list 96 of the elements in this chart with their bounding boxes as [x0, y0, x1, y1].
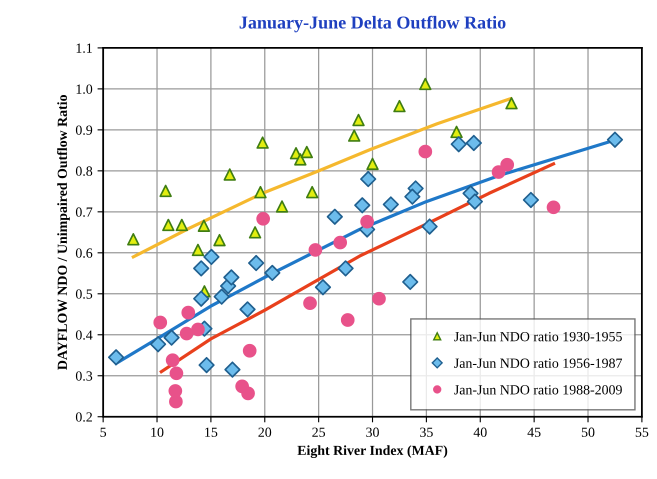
point	[162, 218, 175, 232]
point	[303, 296, 317, 310]
x-tick-label: 20	[258, 428, 272, 437]
point	[256, 212, 270, 226]
point	[348, 129, 360, 142]
point	[450, 126, 463, 138]
point	[308, 243, 322, 257]
point	[213, 234, 226, 246]
y-tick-label: 0.6	[76, 248, 92, 258]
x-tick-label: 30	[366, 428, 379, 437]
point	[170, 366, 184, 380]
point	[450, 136, 467, 152]
point	[169, 394, 183, 408]
point	[256, 136, 269, 149]
point	[198, 220, 210, 232]
point	[466, 134, 482, 152]
point	[242, 344, 257, 358]
point	[223, 269, 240, 286]
x-tick-label: 25	[312, 428, 326, 437]
point	[159, 184, 172, 198]
point	[382, 196, 399, 213]
point	[505, 97, 518, 110]
legend-label: Jan-Jun NDO ratio 1988-2009	[454, 385, 622, 394]
x-tick-label: 35	[420, 428, 433, 437]
point	[393, 100, 406, 112]
y-tick-label: 0.4	[76, 330, 93, 340]
point	[163, 330, 180, 346]
point	[264, 264, 280, 282]
point	[248, 254, 264, 272]
point	[127, 233, 140, 246]
y-tick-label: 0.8	[76, 166, 92, 176]
point	[372, 292, 386, 306]
y-axis-title: DAYFLOW NDO / Unimpaired Outflow Ratio	[57, 95, 70, 370]
point	[203, 248, 220, 266]
point	[360, 170, 376, 188]
x-tick-label: 55	[636, 428, 648, 437]
point	[224, 361, 241, 378]
legend-label: Jan-Jun NDO ratio 1956-1987	[454, 358, 622, 368]
point	[214, 288, 230, 305]
point	[522, 192, 540, 208]
point	[606, 132, 624, 148]
y-tick-label: 1.1	[76, 44, 92, 53]
y-tick-label: 1.0	[76, 84, 92, 94]
point	[354, 197, 370, 214]
point	[404, 188, 421, 205]
point	[150, 336, 166, 352]
point	[153, 316, 168, 330]
x-tick-label: 50	[582, 428, 594, 437]
point	[419, 78, 432, 90]
point	[254, 186, 267, 198]
point	[193, 290, 210, 307]
point	[239, 301, 256, 318]
point	[402, 274, 418, 290]
point	[176, 218, 188, 232]
point	[166, 353, 180, 368]
point	[193, 260, 210, 276]
y-tick-label: 0.2	[76, 412, 92, 422]
point	[181, 306, 196, 320]
point	[314, 279, 332, 296]
point	[360, 214, 374, 229]
point	[466, 193, 483, 210]
point	[337, 260, 354, 276]
y-tick-label: 0.7	[76, 207, 92, 217]
point	[422, 218, 438, 235]
point	[352, 114, 365, 126]
point	[191, 322, 205, 336]
point	[306, 186, 318, 198]
point	[492, 165, 506, 179]
point	[224, 168, 236, 181]
x-tick-label: 40	[474, 428, 487, 437]
point	[192, 244, 204, 256]
point	[333, 236, 348, 250]
point	[108, 349, 124, 366]
point	[340, 313, 355, 327]
point	[300, 146, 314, 158]
x-tick-label: 45	[527, 428, 541, 437]
point	[294, 153, 307, 166]
point	[198, 356, 215, 374]
y-tick-label: 0.3	[76, 371, 92, 381]
point	[241, 386, 255, 400]
x-tick-label: 15	[205, 428, 218, 437]
y-tick-label: 0.9	[76, 125, 92, 135]
point	[546, 200, 560, 214]
x-axis-title: Eight River Index (MAF)	[297, 445, 448, 458]
chart-title: January-June Delta Outflow Ratio	[240, 16, 506, 32]
y-tick-label: 0.5	[76, 289, 92, 299]
point	[326, 208, 343, 225]
point	[248, 226, 262, 239]
point	[418, 144, 432, 158]
x-tick-label: 5	[100, 428, 106, 437]
x-tick-label: 10	[151, 428, 164, 437]
legend-label: Jan-Jun NDO ratio 1930-1955	[454, 332, 622, 342]
point	[500, 158, 514, 172]
point	[366, 158, 379, 170]
point	[276, 200, 288, 213]
point	[180, 326, 194, 340]
